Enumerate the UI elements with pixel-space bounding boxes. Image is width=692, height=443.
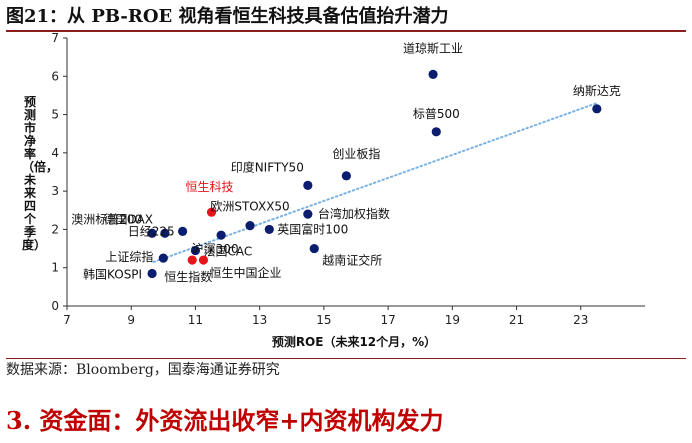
data-label: 上证综指: [105, 249, 153, 264]
data-label: 沪深300: [192, 242, 239, 256]
data-point: [160, 228, 170, 238]
trend-line-path: [152, 102, 598, 263]
figure-title: 图21：从 PB-ROE 视角看恒生科技具备估值抬升潜力: [6, 4, 686, 32]
data-point: [178, 226, 188, 236]
data-label: 道琼斯工业: [403, 40, 463, 55]
x-axis-label: 预测ROE（未来12个月，%）: [272, 334, 436, 349]
data-label: 恒生科技: [185, 180, 233, 194]
data-point: [158, 253, 168, 263]
y-tick-label: 6: [51, 69, 59, 83]
y-tick-label: 0: [51, 299, 59, 313]
data-point: [428, 69, 438, 79]
data-point: [303, 180, 313, 190]
data-label: 日经225: [128, 224, 175, 238]
data-point: [309, 243, 319, 254]
data-label: 英国富时100: [277, 221, 348, 236]
data-label: 韩国KOSPI: [83, 266, 142, 281]
x-tick-label: 11: [188, 313, 203, 327]
data-label: 标普500: [413, 107, 460, 121]
data-label: 澳洲标普200: [71, 212, 142, 226]
data-point: [245, 221, 255, 231]
data-label: 印度NIFTY50: [231, 159, 304, 174]
data-point: [341, 171, 351, 181]
trend-line: [152, 102, 598, 263]
data-point: [187, 255, 197, 265]
y-tick-label: 5: [51, 108, 59, 122]
data-label: 欧洲STOXX50: [210, 200, 289, 214]
y-tick-label: 2: [51, 222, 59, 236]
data-point: [303, 209, 313, 219]
data-label: 台湾加权指数: [318, 206, 390, 221]
data-point: [198, 255, 209, 265]
x-tick-label: 13: [252, 313, 267, 327]
x-tick-label: 17: [380, 313, 395, 327]
x-tick-label: 7: [63, 313, 71, 327]
data-label: 恒生指数: [164, 269, 212, 284]
data-label: 德国DAX: [103, 211, 152, 226]
x-tick-label: 9: [127, 313, 135, 327]
section-heading: 3. 资金面：外资流出收窄+内资机构发力: [6, 406, 444, 435]
x-tick-label: 23: [573, 313, 588, 327]
data-label: 恒生中国企业: [209, 265, 281, 280]
data-point: [431, 127, 441, 137]
data-point: [264, 224, 274, 235]
chart-points: [147, 69, 602, 279]
data-label: 创业板指: [332, 146, 380, 161]
data-label: 纳斯达克: [573, 84, 621, 98]
y-tick-label: 7: [51, 32, 59, 45]
source-note: 数据来源：Bloomberg，国泰海通证券研究: [6, 358, 686, 381]
data-point: [216, 230, 226, 240]
data-point: [190, 245, 201, 256]
x-tick-label: 21: [509, 313, 524, 327]
data-label: 法国CAC: [203, 244, 252, 258]
data-label: 越南证交所: [322, 253, 382, 268]
x-tick-label: 15: [316, 313, 331, 327]
data-point: [147, 268, 157, 279]
data-point: [592, 104, 602, 114]
data-point: [147, 228, 157, 238]
y-tick-label: 3: [51, 184, 59, 198]
x-tick-label: 19: [445, 313, 460, 327]
data-point: [206, 207, 217, 217]
y-tick-label: 1: [51, 261, 59, 275]
y-tick-label: 4: [51, 146, 59, 160]
